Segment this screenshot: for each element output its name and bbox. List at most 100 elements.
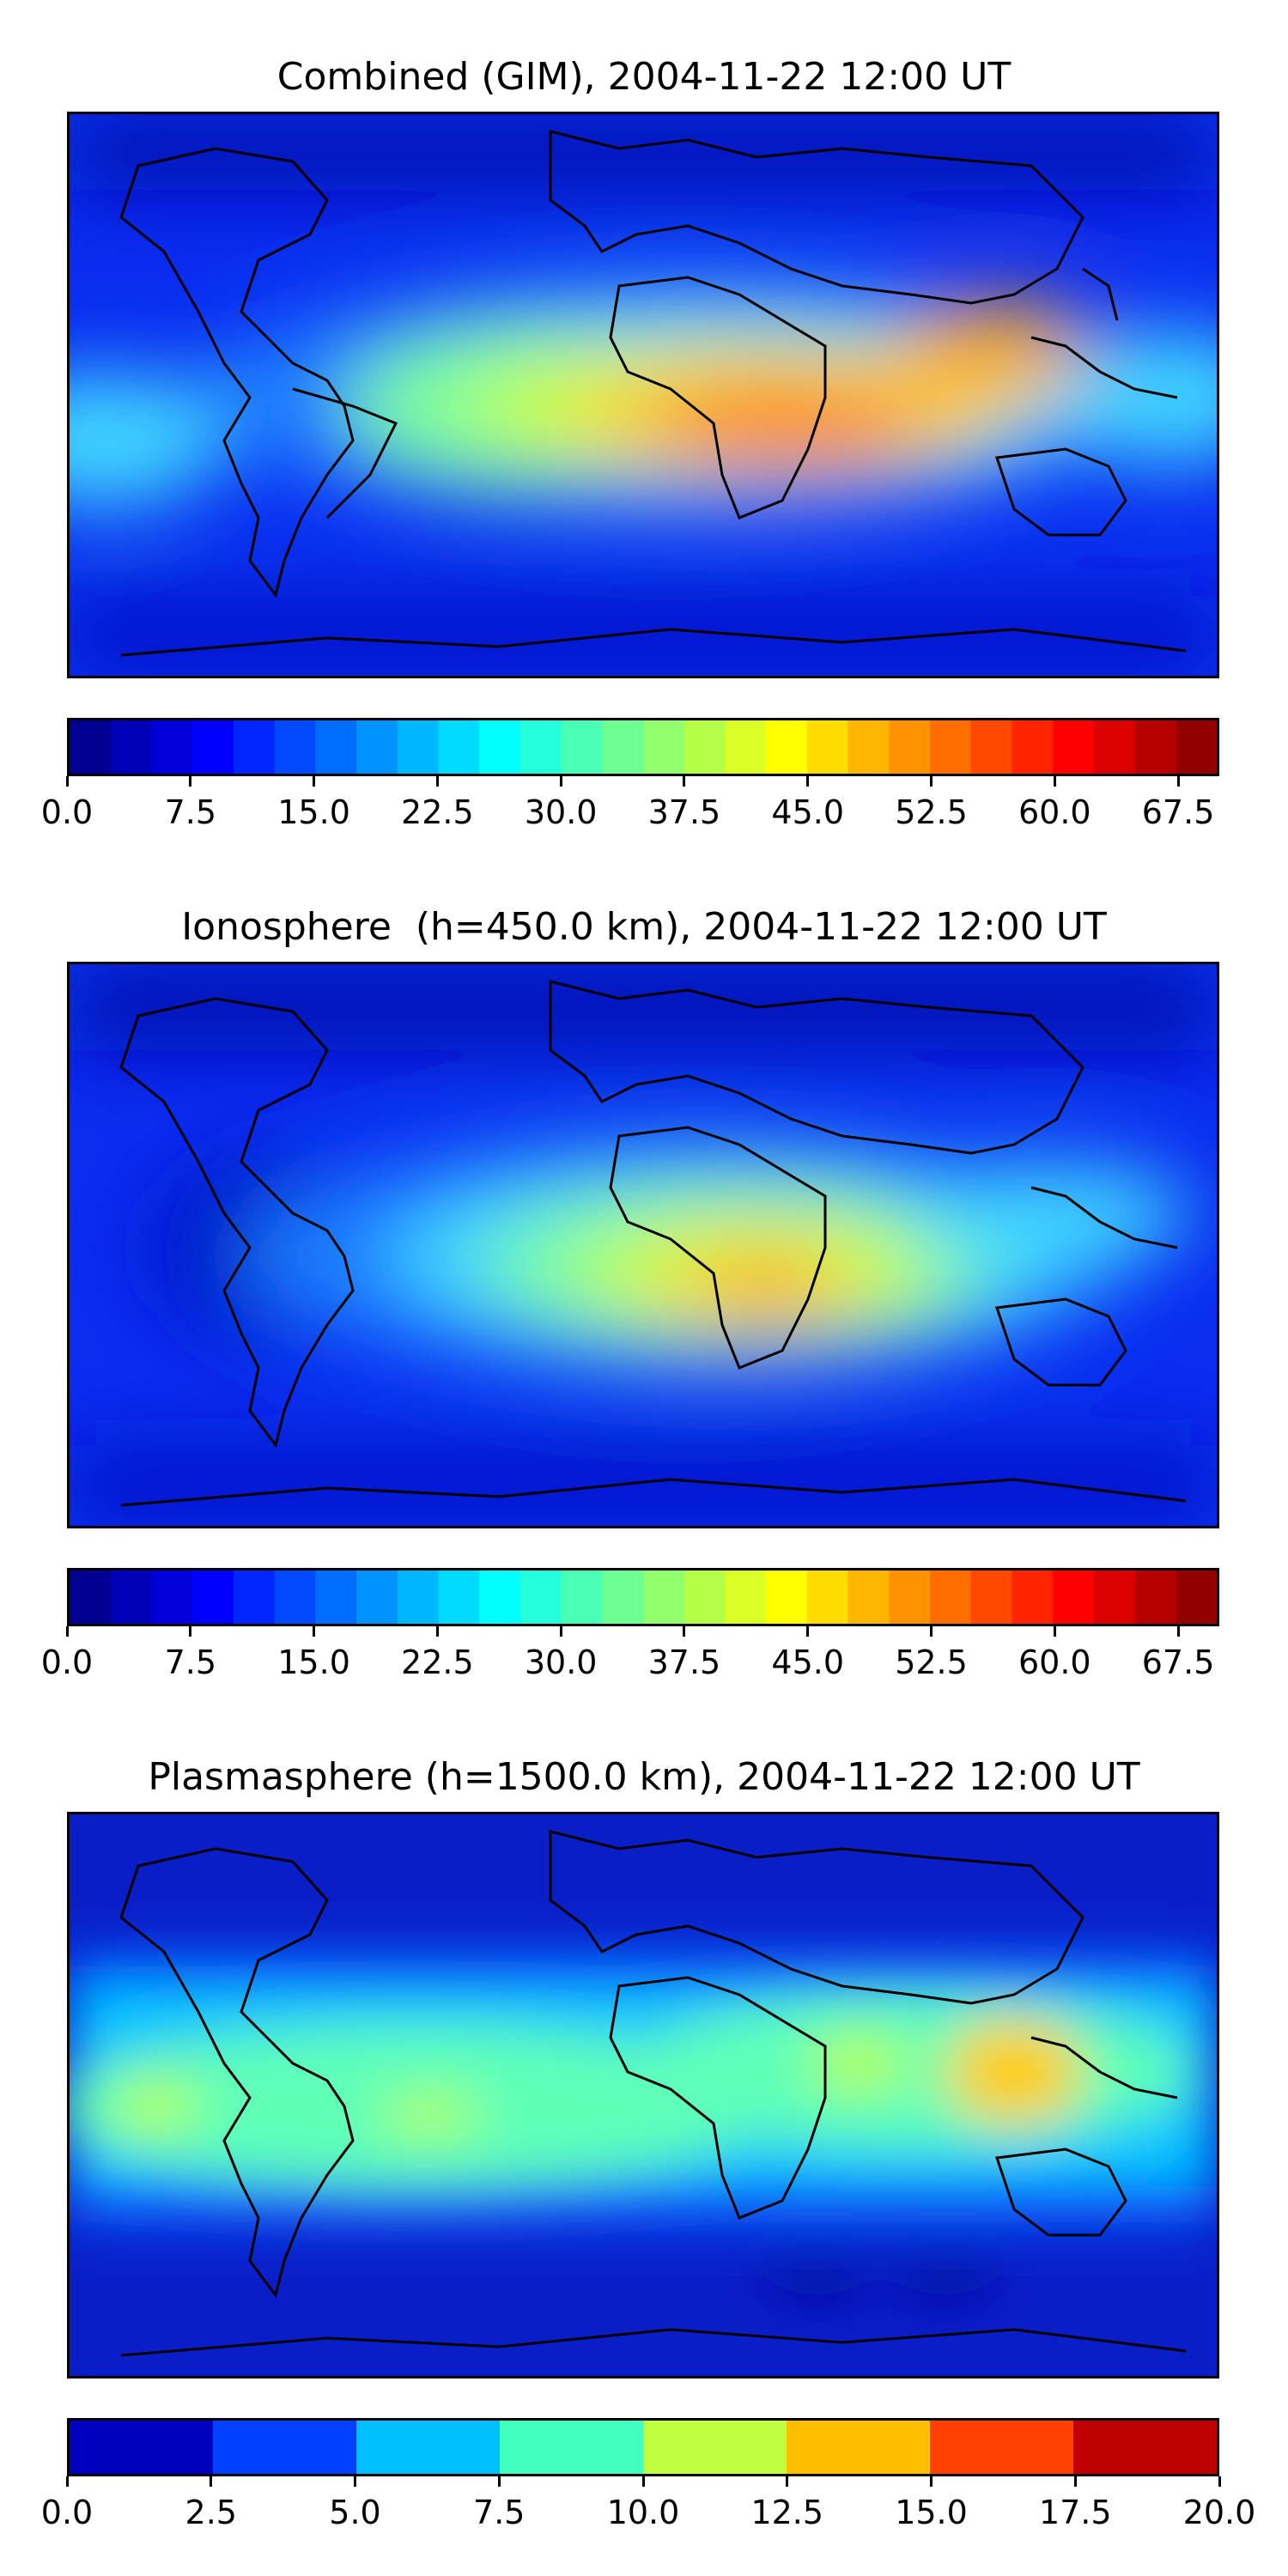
colorbar-tick-mark <box>1218 2476 1221 2487</box>
colorbar-swatch <box>519 1571 562 1624</box>
colorbar-swatches-2 <box>70 2421 1217 2474</box>
colorbar-swatch <box>683 720 726 774</box>
colorbar-swatch <box>766 1571 808 1624</box>
colorbar-tick-label: 15.0 <box>277 1643 350 1681</box>
coastlines <box>119 130 1187 657</box>
colorbar-swatch <box>1073 2421 1217 2474</box>
colorbar-swatch <box>151 720 193 774</box>
colorbar-swatch <box>848 1571 890 1624</box>
colorbar-swatch <box>643 720 685 774</box>
colorbar-swatch <box>602 720 644 774</box>
colorbar-swatch <box>806 1571 849 1624</box>
colorbar-swatch <box>889 720 931 774</box>
colorbar-tick-mark <box>65 776 69 787</box>
colorbar-swatch <box>643 1571 685 1624</box>
tec-field <box>70 114 1217 676</box>
colorbar-swatch <box>1053 1571 1095 1624</box>
colorbar-tick-mark <box>930 2476 933 2487</box>
colorbar-tick-label: 20.0 <box>1182 2494 1256 2531</box>
panel-title-ionosphere: Ionosphere (h=450.0 km), 2004-11-22 12:0… <box>181 905 1107 949</box>
colorbar-swatch <box>438 1571 480 1624</box>
colorbar-swatch <box>930 720 972 774</box>
colorbar-tick-mark <box>1176 776 1180 787</box>
colorbar-swatch <box>315 1571 357 1624</box>
colorbar-swatch <box>274 1571 316 1624</box>
colorbar-combined <box>67 718 1219 776</box>
colorbar-tick-mark <box>189 1626 192 1637</box>
colorbar-ticks-plasmasphere: 0.0 2.5 5.0 7.5 10.0 12.5 15.0 17.5 20.0 <box>41 2476 1255 2531</box>
colorbar-swatch <box>500 2421 644 2474</box>
colorbar-swatch <box>110 1571 153 1624</box>
colorbar-swatches-0 <box>70 720 1217 774</box>
colorbar-swatch <box>643 2421 787 2474</box>
map-combined <box>67 112 1219 678</box>
colorbar-tick-mark <box>806 1626 810 1637</box>
colorbar-tick-mark <box>189 776 192 787</box>
colorbar-tick-label: 0.0 <box>40 1643 94 1681</box>
colorbar-tick-label: 45.0 <box>771 1643 845 1681</box>
colorbar-tick-mark <box>1053 1626 1056 1637</box>
map-ionosphere <box>67 962 1219 1528</box>
colorbar-swatch <box>930 2421 1074 2474</box>
colorbar-swatch <box>1134 1571 1176 1624</box>
colorbar-swatch <box>356 720 398 774</box>
colorbar-swatch <box>274 720 316 774</box>
colorbar-tick-mark <box>786 2476 789 2487</box>
colorbar-tick-label: 22.5 <box>401 1643 474 1681</box>
coastlines <box>119 1830 1187 2357</box>
colorbar-tick-label: 30.0 <box>524 1643 598 1681</box>
colorbar-swatch <box>1176 720 1217 774</box>
colorbar-swatch <box>479 1571 521 1624</box>
colorbar-swatch <box>848 720 890 774</box>
colorbar-tick-mark <box>435 1626 439 1637</box>
colorbar-swatch <box>397 1571 440 1624</box>
colorbar-tick-label: 10.0 <box>606 2494 680 2531</box>
colorbar-swatch <box>151 1571 193 1624</box>
colorbar-swatch <box>356 2421 501 2474</box>
colorbar-tick-label: 37.5 <box>647 1643 721 1681</box>
colorbar-tick-label: 17.5 <box>1038 2494 1112 2531</box>
colorbar-tick-mark <box>65 1626 69 1637</box>
colorbar-swatch <box>1012 720 1054 774</box>
colorbar-swatch <box>1053 720 1095 774</box>
colorbar-tick-mark <box>683 776 686 787</box>
colorbar-tick-mark <box>354 2476 356 2487</box>
colorbar-swatch <box>561 1571 603 1624</box>
colorbar-swatch <box>970 1571 1013 1624</box>
colorbar-swatch <box>602 1571 644 1624</box>
colorbar-swatch <box>397 720 440 774</box>
colorbar-tick-label: 15.0 <box>895 2494 968 2531</box>
colorbar-swatch <box>192 720 234 774</box>
colorbar-tick-mark <box>497 2476 501 2487</box>
panel-title-plasmasphere: Plasmasphere (h=1500.0 km), 2004-11-22 1… <box>148 1755 1140 1799</box>
colorbar-tick-mark <box>930 776 933 787</box>
colorbar-plasmasphere <box>67 2418 1219 2476</box>
colorbar-ticks-combined: 0.0 7.5 15.0 22.5 30.0 37.5 45.0 52.5 60.0 67.5 <box>41 776 1219 831</box>
colorbar-tick-label: 5.0 <box>329 2494 381 2531</box>
colorbar-swatch <box>479 720 521 774</box>
colorbar-swatch <box>930 1571 972 1624</box>
colorbar-swatches-1 <box>70 1571 1217 1624</box>
colorbar-tick-label: 52.5 <box>895 1643 968 1681</box>
colorbar-swatch <box>213 2421 357 2474</box>
colorbar-tick-mark <box>313 776 316 787</box>
colorbar-tick-label: 7.5 <box>164 1643 216 1681</box>
colorbar-tick-label: 52.5 <box>895 793 968 831</box>
colorbar-swatch <box>315 720 357 774</box>
colorbar-swatch <box>561 720 603 774</box>
colorbar-ticks-ionosphere: 0.0 7.5 15.0 22.5 30.0 37.5 45.0 52.5 60.0 67.5 <box>41 1626 1219 1681</box>
coastlines <box>119 980 1187 1507</box>
colorbar-swatch <box>233 1571 276 1624</box>
colorbar-swatch <box>438 720 480 774</box>
colorbar-tick-mark <box>65 2476 69 2487</box>
colorbar-tick-label: 45.0 <box>771 793 845 831</box>
colorbar-swatch <box>1134 720 1176 774</box>
colorbar-tick-label: 12.5 <box>750 2494 824 2531</box>
colorbar-swatch <box>766 720 808 774</box>
tec-field <box>70 1952 1217 2300</box>
colorbar-swatch <box>1012 1571 1054 1624</box>
colorbar-swatch <box>683 1571 726 1624</box>
colorbar-tick-label: 0.0 <box>40 2494 94 2531</box>
colorbar-tick-label: 22.5 <box>401 793 474 831</box>
map-plasmasphere <box>67 1812 1219 2379</box>
